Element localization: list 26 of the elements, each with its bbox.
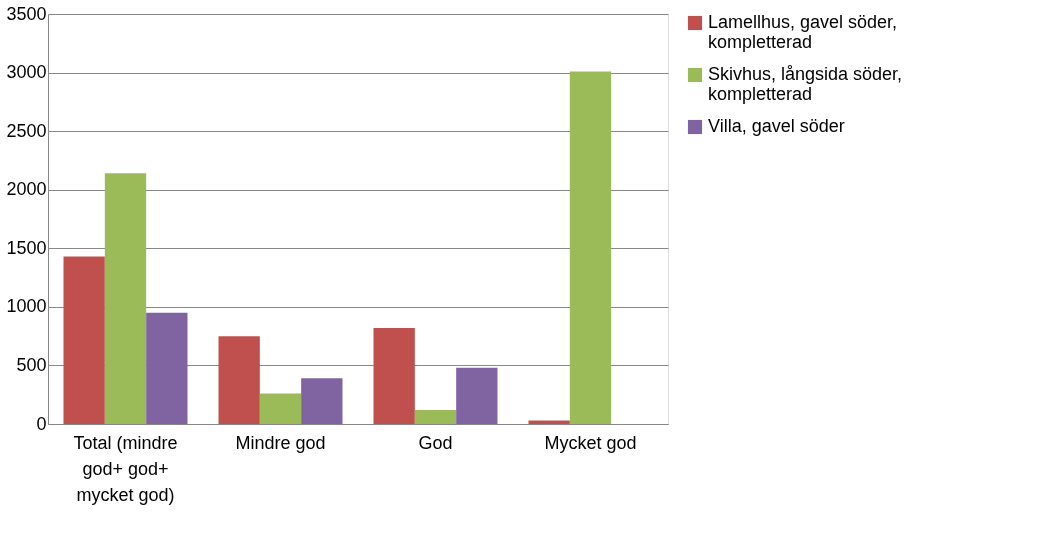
x-tick-label: Mycket god: [544, 432, 637, 453]
y-tick-label: 1000: [6, 296, 47, 317]
y-tick-label: 3000: [6, 62, 47, 83]
bar: [146, 312, 188, 424]
y-tick-label: 0: [36, 413, 47, 434]
y-tick-label: 1500: [6, 237, 47, 258]
y-tick-label: 2000: [6, 179, 47, 200]
x-tick-label: Mindre god: [235, 432, 326, 453]
y-tick-label: 2500: [6, 120, 47, 141]
bar: [63, 256, 105, 424]
y-tick-label: 500: [16, 354, 47, 375]
x-tick-label: Total (mindre god+ god+ mycket god): [73, 432, 178, 505]
bar: [414, 409, 457, 424]
legend-label: Skivhus, långsida söder, kompletterad: [708, 64, 903, 104]
bar: [301, 378, 343, 424]
y-tick-label: 3500: [6, 3, 47, 24]
bar: [259, 393, 302, 424]
bar: [104, 173, 147, 424]
bar: [373, 327, 415, 424]
legend-label: Villa, gavel söder: [708, 116, 845, 136]
x-tick-label: God: [418, 432, 453, 453]
bar: [569, 71, 612, 424]
bar: [218, 336, 260, 424]
legend-label: Lamellhus, gavel söder, kompletterad: [708, 12, 898, 52]
bar: [456, 367, 498, 424]
bar: [528, 420, 570, 424]
